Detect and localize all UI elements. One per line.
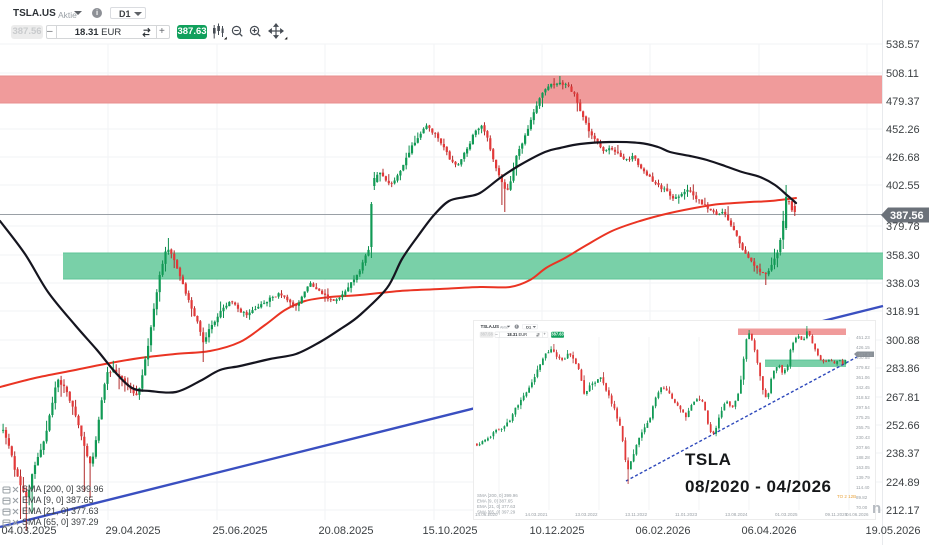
- svg-text:SMA [65, 0] 397.29: SMA [65, 0] 397.29: [22, 517, 99, 527]
- svg-text:402.55: 402.55: [886, 180, 920, 192]
- svg-text:318.52: 318.52: [856, 395, 870, 400]
- svg-text:25.06.2025: 25.06.2025: [212, 525, 267, 537]
- svg-text:426.15: 426.15: [856, 345, 870, 350]
- svg-text:508.11: 508.11: [886, 68, 919, 80]
- svg-text:379.78: 379.78: [886, 221, 920, 233]
- svg-text:13.03.2022: 13.03.2022: [575, 512, 598, 517]
- svg-text:114.40: 114.40: [856, 485, 870, 490]
- svg-text:09.11.2025: 09.11.2025: [825, 512, 848, 517]
- svg-text:479.37: 479.37: [886, 96, 920, 108]
- svg-text:188.28: 188.28: [856, 455, 870, 460]
- svg-text:20.08.2025: 20.08.2025: [318, 525, 373, 537]
- svg-text:207.66: 207.66: [856, 445, 870, 450]
- svg-text:224.89: 224.89: [886, 477, 920, 489]
- svg-text:379.82: 379.82: [856, 365, 870, 370]
- svg-text:19.05.2026: 19.05.2026: [865, 525, 920, 537]
- svg-text:139.79: 139.79: [856, 475, 870, 480]
- svg-text:EMA [9, 0] 387.65: EMA [9, 0] 387.65: [22, 495, 94, 505]
- svg-text:SMA [200, 0] 399.96: SMA [200, 0] 399.96: [477, 493, 518, 498]
- svg-text:255.75: 255.75: [856, 425, 870, 430]
- svg-text:06.02.2026: 06.02.2026: [635, 525, 690, 537]
- svg-text:300.88: 300.88: [886, 335, 920, 347]
- svg-text:SMA [65, 0] 397.29: SMA [65, 0] 397.29: [477, 510, 516, 515]
- svg-text:SMA [200, 0] 399.96: SMA [200, 0] 399.96: [22, 484, 104, 494]
- svg-text:538.57: 538.57: [886, 39, 920, 51]
- svg-text:426.68: 426.68: [886, 152, 920, 164]
- svg-text:267.81: 267.81: [886, 392, 920, 404]
- svg-text:451.23: 451.23: [856, 335, 870, 340]
- svg-text:15.10.2025: 15.10.2025: [422, 525, 477, 537]
- svg-text:297.54: 297.54: [856, 405, 870, 410]
- svg-text:01.03.2025: 01.03.2025: [775, 512, 798, 517]
- svg-text:14.06.2020: 14.06.2020: [475, 512, 498, 517]
- svg-text:EMA [9, 0] 387.65: EMA [9, 0] 387.65: [477, 499, 513, 504]
- svg-text:238.37: 238.37: [886, 448, 920, 460]
- svg-text:252.66: 252.66: [886, 420, 920, 432]
- svg-text:342.45: 342.45: [856, 385, 870, 390]
- svg-text:361.06: 361.06: [856, 375, 870, 380]
- svg-text:TO 2 12B: TO 2 12B: [837, 494, 856, 499]
- svg-text:338.03: 338.03: [886, 278, 920, 290]
- svg-text:212.17: 212.17: [886, 505, 920, 517]
- svg-text:358.30: 358.30: [886, 250, 920, 262]
- svg-text:13.08.2024: 13.08.2024: [725, 512, 748, 517]
- svg-text:EMA [21, 0] 377.63: EMA [21, 0] 377.63: [22, 506, 99, 516]
- svg-text:14.03.2021: 14.03.2021: [525, 512, 548, 517]
- svg-text:387.56: 387.56: [890, 210, 924, 222]
- svg-text:275.25: 275.25: [856, 415, 870, 420]
- svg-text:318.91: 318.91: [886, 306, 920, 318]
- svg-text:29.04.2025: 29.04.2025: [105, 525, 160, 537]
- svg-text:230.43: 230.43: [856, 435, 870, 440]
- svg-text:283.86: 283.86: [886, 363, 920, 375]
- svg-text:70.00: 70.00: [856, 505, 868, 510]
- svg-text:04.03.2025: 04.03.2025: [1, 525, 56, 537]
- svg-text:EMA [21, 0] 377.63: EMA [21, 0] 377.63: [477, 504, 516, 509]
- svg-text:11.01.2023: 11.01.2023: [675, 512, 698, 517]
- svg-text:452.26: 452.26: [886, 124, 920, 136]
- svg-text:06.04.2026: 06.04.2026: [741, 525, 796, 537]
- svg-text:400.55: 400.55: [856, 355, 870, 360]
- svg-text:163.05: 163.05: [856, 465, 870, 470]
- svg-text:10.12.2025: 10.12.2025: [529, 525, 584, 537]
- svg-text:13.11.2022: 13.11.2022: [625, 512, 648, 517]
- svg-text:04.06.2026: 04.06.2026: [846, 512, 869, 517]
- svg-text:387.63: 387.63: [858, 352, 872, 357]
- svg-text:89.82: 89.82: [856, 495, 868, 500]
